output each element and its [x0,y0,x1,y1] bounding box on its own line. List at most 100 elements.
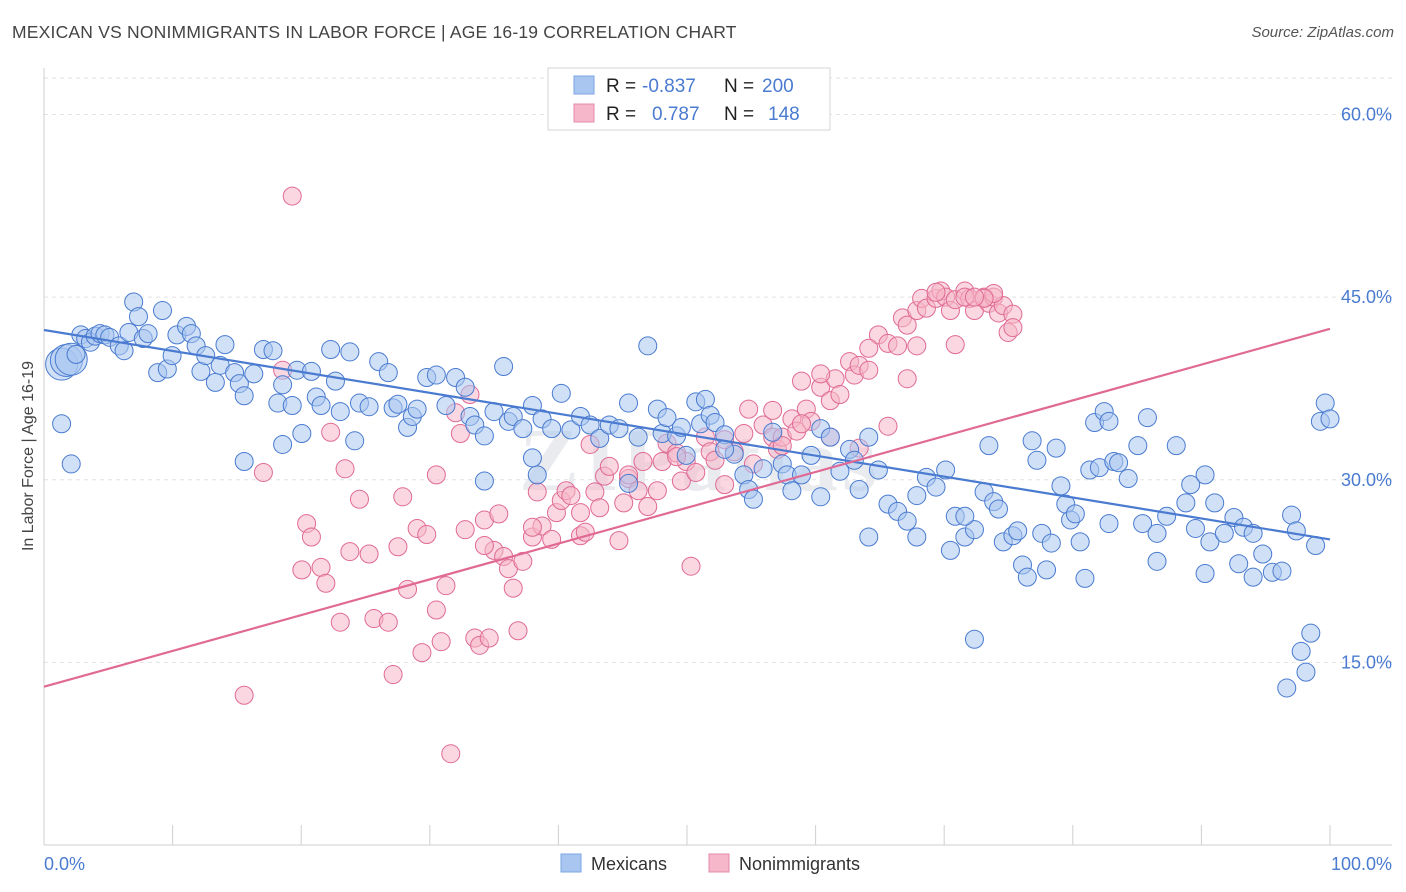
stats-n-label-2: N = [724,104,754,125]
y-tick-label: 30.0% [1341,470,1392,490]
mexicans-point [926,477,946,497]
axes [43,68,1392,846]
mexicans-point [282,395,302,415]
y-tick-label: 60.0% [1341,105,1392,125]
nonimmigrants-point [234,685,254,705]
mexicans-point [1229,554,1249,574]
nonimmigrants-point [330,612,350,632]
nonimmigrants-point [426,465,446,485]
nonimmigrants-point [340,542,360,562]
mexicans-point [590,428,610,448]
mexicans-point [628,427,648,447]
mexicans-point [311,395,331,415]
nonimmigrants-point [926,282,946,302]
nonimmigrants-point [436,576,456,596]
mexicans-point [979,436,999,456]
nonimmigrants-point [590,498,610,518]
mexicans-point [153,301,173,321]
nonimmigrants-point [792,414,812,434]
nonimmigrants-point [561,486,581,506]
mexicans-point [494,357,514,377]
nonimmigrants-point [686,462,706,482]
stats-legend: R = -0.837 N = 200 R = 0.787 N = 148 [547,67,831,131]
mexicans-point [321,339,341,359]
mexicans-point [455,377,475,397]
mexicans-point [936,460,956,480]
nonimmigrants-point [715,475,735,495]
stats-r-label-2: R = [606,104,636,125]
nonimmigrants-point [489,504,509,524]
mexicans-point [325,371,345,391]
nonimmigrants-point [349,489,369,509]
nonimmigrants-point [426,600,446,620]
mexicans-point [1051,476,1071,496]
legend-swatch-mexicans [560,853,582,873]
mexicans-point [955,506,975,526]
stats-n-label-1: N = [724,76,754,97]
mexicans-point [1286,521,1306,541]
nonimmigrants-point [897,315,917,335]
stats-legend-swatch-pink [573,103,595,123]
nonimmigrants-point [431,632,451,652]
mexicans-point [474,426,494,446]
nonimmigrants-point [335,459,355,479]
nonimmigrants-point [739,399,759,419]
legend-swatch-nonimmigrants [708,853,730,873]
nonimmigrants-point [522,517,542,537]
nonimmigrants-point [638,497,658,517]
nonimmigrants-point [474,536,494,556]
y-tick-label: 45.0% [1341,287,1392,307]
mexicans-point [782,481,802,501]
mexicans-point [671,417,691,437]
mexicans-point [1109,453,1129,473]
mexicans-point [1195,564,1215,584]
nonimmigrants-point [282,186,302,206]
nonimmigrants-point [311,557,331,577]
nonimmigrants-point [479,628,499,648]
mexicans-point [426,365,446,385]
legend-label-mexicans: Mexicans [591,854,667,874]
mexicans-point [1065,504,1085,524]
nonimmigrants-point [359,544,379,564]
mexicans-point [1301,623,1321,643]
x-tick-label-max: 100.0% [1331,854,1392,874]
x-tick-label-min: 0.0% [44,854,85,874]
mexicans-point [292,423,312,443]
nonimmigrants-point [945,335,965,355]
nonimmigrants-trend-line [43,327,1331,688]
mexicans-point [1099,411,1119,431]
nonimmigrants-point [830,385,850,405]
nonimmigrants-point [763,400,783,420]
nonimmigrants-point [378,612,398,632]
mexicans-point [378,363,398,383]
mexicans-point [388,394,408,414]
nonimmigrants-point [316,573,336,593]
nonimmigrants-point [508,621,528,641]
mexicans-point [273,434,293,454]
mexicans-point [1176,493,1196,513]
mexicans-point [234,386,254,406]
nonimmigrants-point [527,482,547,502]
mexicans-point [273,375,293,395]
mexicans-point [301,361,321,381]
mexicans-point [1272,561,1292,581]
nonimmigrants-point [614,493,634,513]
trend-lines [43,327,1331,688]
mexicans-point [763,422,783,442]
mexicans-point [1027,450,1047,470]
nonimmigrants-point [811,364,831,384]
mexicans-point [988,499,1008,519]
x-tick-marks [43,825,1331,845]
y-tick-label: 15.0% [1341,652,1392,672]
nonimmigrants-point [417,525,437,545]
mexicans-point [657,408,677,428]
mexicans-point [1296,662,1316,682]
mexicans-point [1099,514,1119,534]
nonimmigrants-point [301,527,321,547]
nonimmigrants-point [441,744,461,764]
nonimmigrants-point [734,423,754,443]
stats-r-value-2: 0.787 [652,104,700,125]
nonimmigrants-point [292,560,312,580]
mexicans-point [1320,409,1340,429]
